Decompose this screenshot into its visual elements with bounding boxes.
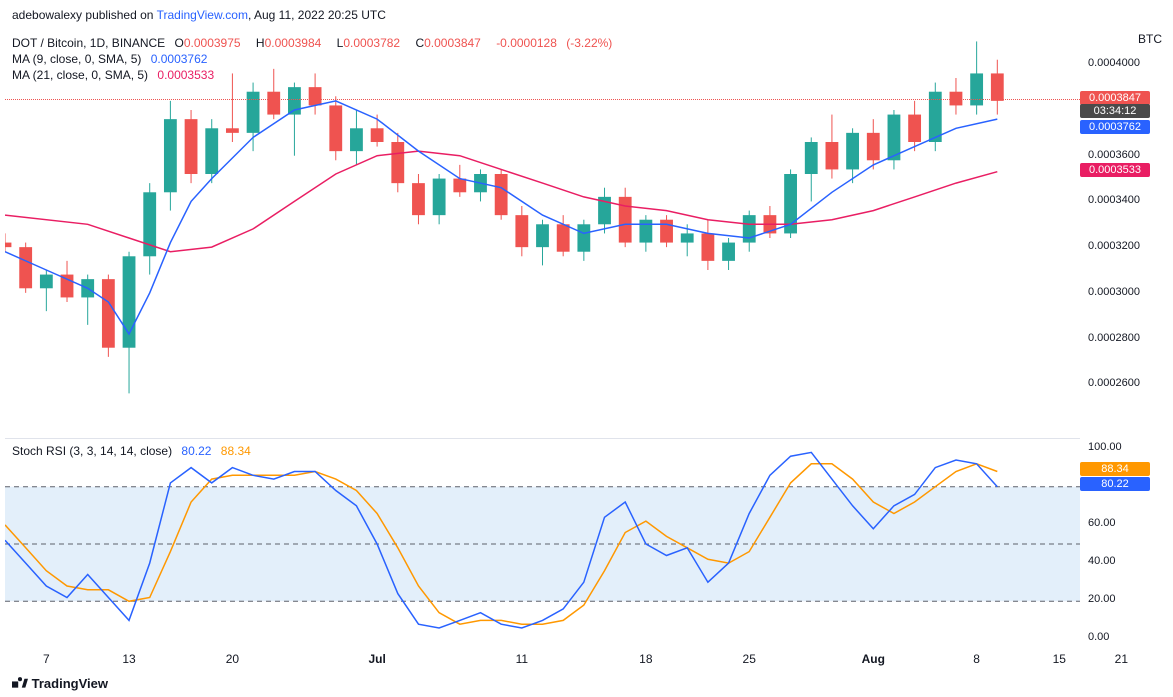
candle-body bbox=[681, 233, 694, 242]
candle-body bbox=[391, 142, 404, 183]
candle-body bbox=[867, 133, 880, 160]
candle-body bbox=[536, 224, 549, 247]
ytick: 0.00 bbox=[1088, 631, 1109, 643]
candle-body bbox=[619, 197, 632, 243]
ytick: 0.0003600 bbox=[1088, 149, 1140, 161]
xtick: 8 bbox=[973, 652, 980, 666]
candle-body bbox=[577, 224, 590, 251]
ytick: 0.0002800 bbox=[1088, 332, 1140, 344]
candle-body bbox=[433, 179, 446, 216]
candle-body bbox=[701, 233, 714, 260]
xtick: 21 bbox=[1115, 652, 1128, 666]
ytick: 60.00 bbox=[1088, 517, 1116, 529]
candle-body bbox=[329, 105, 342, 151]
candle-body bbox=[19, 247, 32, 288]
candle-body bbox=[660, 220, 673, 243]
author: adebowalexy bbox=[12, 8, 82, 22]
candle-body bbox=[164, 119, 177, 192]
price-badge: 0.0003762 bbox=[1080, 120, 1150, 134]
ytick: 40.00 bbox=[1088, 555, 1116, 567]
yaxis-main[interactable]: BTC 0.00040000.00038000.00036000.0003400… bbox=[1080, 30, 1168, 430]
candle-body bbox=[453, 179, 466, 193]
price-badge: 03:34:12 bbox=[1080, 104, 1150, 118]
candle-body bbox=[102, 279, 115, 348]
ytick: 0.0004000 bbox=[1088, 57, 1140, 69]
xaxis[interactable]: 71320Jul111825Aug81521 bbox=[5, 650, 1080, 670]
candle-body bbox=[247, 92, 260, 133]
candle-body bbox=[826, 142, 839, 169]
brand-text: TradingView bbox=[32, 676, 108, 691]
stoch-chart-svg bbox=[5, 439, 1080, 649]
xtick: 20 bbox=[226, 652, 239, 666]
yaxis-unit: BTC bbox=[1138, 32, 1162, 46]
candle-body bbox=[309, 87, 322, 105]
price-badge: 0.0003533 bbox=[1080, 163, 1150, 177]
ytick: 0.0003200 bbox=[1088, 240, 1140, 252]
xtick: 18 bbox=[639, 652, 652, 666]
pub-word: published on bbox=[85, 8, 153, 22]
brand-footer: TradingView bbox=[12, 676, 108, 691]
xtick: Aug bbox=[862, 652, 885, 666]
candle-body bbox=[908, 115, 921, 142]
yaxis-sub[interactable]: 100.0080.0060.0040.0020.000.00 88.3480.2… bbox=[1080, 438, 1168, 648]
candle-body bbox=[185, 119, 198, 174]
tradingview-logo-icon bbox=[12, 676, 28, 688]
candle-body bbox=[61, 275, 74, 298]
xtick: 25 bbox=[743, 652, 756, 666]
ytick: 0.0002600 bbox=[1088, 377, 1140, 389]
candle-body bbox=[40, 275, 53, 289]
site-link[interactable]: TradingView.com bbox=[157, 8, 248, 22]
candle-body bbox=[350, 128, 363, 151]
publish-header: adebowalexy published on TradingView.com… bbox=[12, 8, 386, 22]
price-chart[interactable] bbox=[5, 30, 1080, 430]
pub-date: Aug 11, 2022 20:25 UTC bbox=[254, 8, 386, 22]
candle-body bbox=[205, 128, 218, 174]
ytick: 20.00 bbox=[1088, 593, 1116, 605]
ytick: 100.00 bbox=[1088, 441, 1122, 453]
stoch-chart[interactable] bbox=[5, 438, 1080, 648]
xtick: Jul bbox=[368, 652, 385, 666]
last-price-line bbox=[5, 99, 1080, 100]
candle-body bbox=[991, 73, 1004, 100]
stoch-badge: 80.22 bbox=[1080, 477, 1150, 491]
candle-body bbox=[267, 92, 280, 115]
price-chart-svg bbox=[5, 30, 1080, 430]
candle-body bbox=[515, 215, 528, 247]
ytick: 0.0003400 bbox=[1088, 194, 1140, 206]
xtick: 11 bbox=[516, 652, 528, 666]
price-badge: 0.0003847 bbox=[1080, 91, 1150, 105]
candle-body bbox=[226, 128, 239, 133]
candle-body bbox=[557, 224, 570, 251]
candle-body bbox=[805, 142, 818, 174]
candle-body bbox=[412, 183, 425, 215]
candle-body bbox=[495, 174, 508, 215]
candle-body bbox=[722, 243, 735, 261]
xtick: 7 bbox=[43, 652, 50, 666]
candle-body bbox=[5, 243, 11, 248]
stoch-badge: 88.34 bbox=[1080, 462, 1150, 476]
candle-body bbox=[371, 128, 384, 142]
xtick: 15 bbox=[1053, 652, 1066, 666]
candle-body bbox=[846, 133, 859, 170]
candle-body bbox=[639, 220, 652, 243]
candle-body bbox=[970, 73, 983, 105]
xtick: 13 bbox=[122, 652, 135, 666]
ytick: 0.0003000 bbox=[1088, 286, 1140, 298]
